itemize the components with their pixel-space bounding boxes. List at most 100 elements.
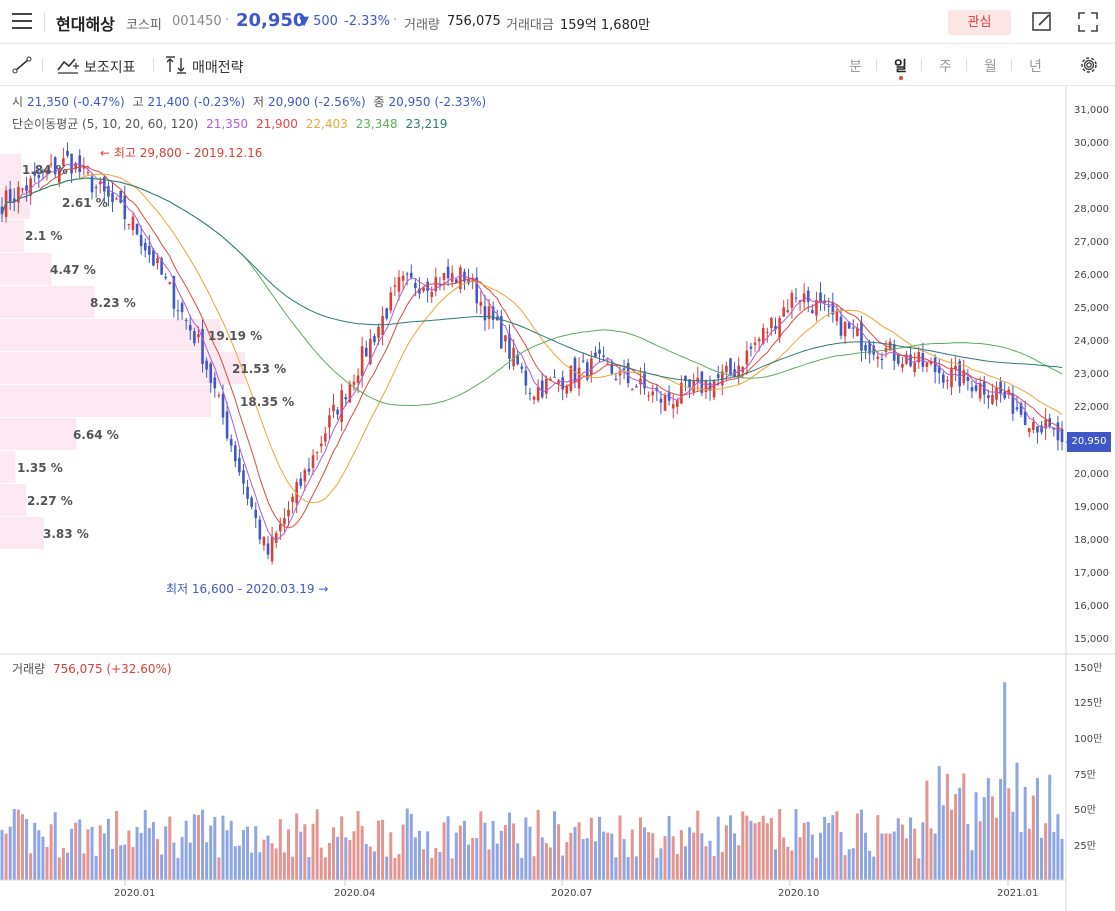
volume-tick: 125만 bbox=[1074, 698, 1103, 709]
candle-body bbox=[590, 358, 593, 375]
x-tick: 2020.10 bbox=[778, 888, 820, 899]
edit-icon[interactable] bbox=[1032, 12, 1052, 32]
candle-body bbox=[635, 386, 638, 388]
volume-bar bbox=[164, 826, 168, 880]
period-day[interactable]: 일 bbox=[894, 59, 907, 75]
strategy-icon[interactable] bbox=[165, 56, 187, 74]
candle-body bbox=[111, 192, 114, 203]
candle-body bbox=[66, 150, 69, 156]
candle-body bbox=[467, 278, 470, 284]
period-month[interactable]: 월 bbox=[984, 59, 997, 75]
volume-bar bbox=[237, 845, 241, 880]
volume-bar bbox=[184, 820, 188, 880]
y-tick: 26,000 bbox=[1074, 270, 1109, 281]
candle-body bbox=[532, 396, 536, 400]
volume-tick: 50만 bbox=[1074, 805, 1096, 816]
volume-bar bbox=[41, 836, 45, 880]
candle-body bbox=[753, 342, 757, 345]
volume-bar bbox=[851, 848, 855, 880]
chart-toolbar: 보조지표 매매전략 분 일 주 월 년 bbox=[0, 44, 1115, 86]
volume-bar bbox=[45, 846, 49, 880]
period-week[interactable]: 주 bbox=[939, 59, 952, 75]
volume-bar bbox=[409, 813, 413, 880]
active-period-indicator bbox=[899, 76, 903, 80]
amount-label: 거래대금 bbox=[506, 18, 554, 33]
y-tick: 31,000 bbox=[1074, 105, 1109, 116]
candle-body bbox=[250, 497, 253, 507]
candlestick-series bbox=[0, 142, 1064, 565]
menu-icon[interactable] bbox=[12, 13, 32, 29]
volume-bar bbox=[49, 824, 53, 880]
volume-bar bbox=[1035, 778, 1039, 880]
volume-bar bbox=[868, 850, 872, 880]
y-tick: 22,000 bbox=[1074, 402, 1109, 413]
profile-label: 8.23 % bbox=[90, 296, 136, 310]
candle-body bbox=[266, 543, 270, 555]
candle-body bbox=[385, 308, 389, 319]
ma10-value: 21,900 bbox=[255, 117, 298, 131]
fullscreen-icon[interactable] bbox=[1078, 12, 1098, 32]
candle-body bbox=[53, 157, 57, 175]
candle-body bbox=[766, 331, 769, 333]
volume-bar bbox=[598, 816, 602, 880]
volume-bar bbox=[356, 811, 360, 880]
candle-body bbox=[193, 331, 196, 344]
volume-bar bbox=[986, 778, 990, 880]
draw-line-icon[interactable] bbox=[12, 56, 32, 74]
candle-body bbox=[868, 342, 871, 354]
volume-bar bbox=[286, 829, 290, 880]
candle-body bbox=[508, 334, 511, 359]
candle-body bbox=[827, 305, 831, 307]
volume-bar bbox=[61, 847, 65, 880]
volume-bar bbox=[970, 850, 974, 880]
low-annotation: 최저 16,600 - 2020.03.19 → bbox=[166, 582, 329, 596]
candle-body bbox=[225, 411, 229, 439]
indicator-icon[interactable] bbox=[57, 56, 79, 74]
candle-body bbox=[123, 195, 127, 220]
volume-bar bbox=[831, 815, 835, 880]
candle-body bbox=[409, 272, 413, 278]
volume-bar bbox=[954, 794, 958, 880]
volume-bar bbox=[896, 818, 900, 880]
volume-bar bbox=[921, 822, 925, 880]
volume-bar bbox=[225, 830, 229, 880]
ma120-line bbox=[1, 177, 1063, 382]
candle-body bbox=[352, 381, 356, 385]
volume-bar bbox=[622, 839, 626, 880]
volume-bar bbox=[303, 824, 307, 880]
profile-label: 1.35 % bbox=[17, 461, 63, 475]
volume-bar bbox=[422, 849, 426, 880]
period-year[interactable]: 년 bbox=[1029, 59, 1042, 75]
volume-bar bbox=[340, 816, 344, 880]
settings-gear-icon[interactable] bbox=[1078, 54, 1100, 76]
period-minute[interactable]: 분 bbox=[849, 59, 862, 75]
candle-body bbox=[790, 293, 794, 308]
volume-bar bbox=[949, 809, 953, 880]
strategy-button[interactable]: 매매전략 bbox=[192, 60, 244, 76]
volume-bar bbox=[192, 814, 196, 880]
volume-bar bbox=[557, 824, 561, 880]
ma120-value: 23,219 bbox=[405, 117, 448, 131]
volume-bar bbox=[106, 818, 110, 880]
candle-body bbox=[962, 369, 966, 384]
volume-bar bbox=[454, 832, 458, 880]
volume-bar bbox=[974, 792, 978, 880]
candle-body bbox=[991, 394, 994, 404]
profile-label: 21.53 % bbox=[232, 362, 287, 376]
stock-chart[interactable] bbox=[0, 86, 1115, 911]
volume-bar bbox=[765, 823, 769, 880]
ma-label: 단순이동평균 (5, 10, 20, 60, 120) bbox=[12, 117, 199, 131]
candle-body bbox=[295, 482, 298, 504]
volume-bar bbox=[929, 828, 933, 880]
volume-bar bbox=[679, 830, 683, 880]
candle-body bbox=[233, 445, 237, 462]
candle-body bbox=[348, 383, 352, 403]
candle-body bbox=[594, 352, 597, 358]
candle-body bbox=[700, 371, 704, 393]
indicator-button[interactable]: 보조지표 bbox=[84, 60, 136, 76]
divider bbox=[153, 58, 154, 72]
candle-body bbox=[782, 307, 785, 317]
favorite-button[interactable]: 관심 bbox=[948, 10, 1011, 35]
candle-body bbox=[41, 171, 45, 173]
volume-bar bbox=[503, 825, 507, 880]
